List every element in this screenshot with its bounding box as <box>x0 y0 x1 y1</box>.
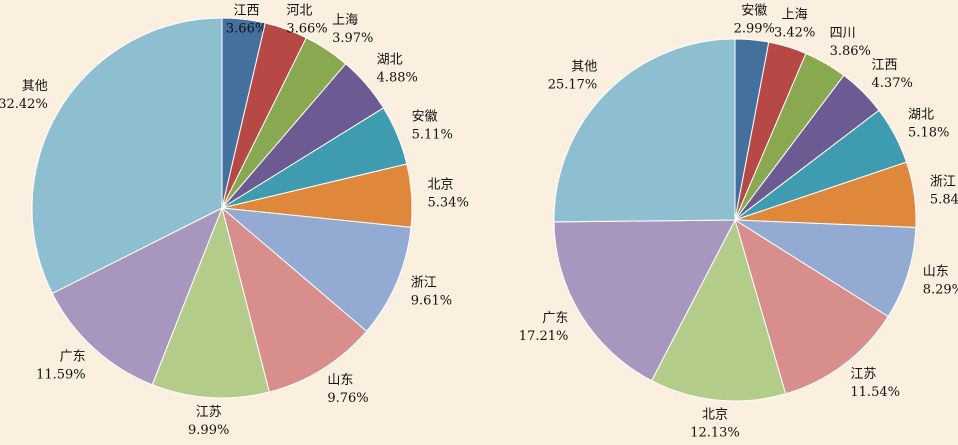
slice-label: 江西 <box>234 4 260 19</box>
slice-label: 安徽 <box>741 4 767 19</box>
slice-value-label: 3.86% <box>830 44 871 59</box>
slice-value-label: 4.88% <box>377 70 418 85</box>
pie-slice <box>31 17 223 295</box>
slice-value-label: 11.59% <box>36 367 86 382</box>
slice-value-label: 9.76% <box>327 391 368 406</box>
slice-label: 江苏 <box>196 404 222 420</box>
slice-value-label: 4.37% <box>872 76 913 91</box>
slice-label: 安徽 <box>412 109 438 124</box>
slice-value-label: 5.84% <box>930 192 958 207</box>
slice-label: 北京 <box>702 408 728 423</box>
pie-slice <box>220 207 412 332</box>
slice-label: 四川 <box>830 26 856 41</box>
slice-label: 北京 <box>428 177 454 192</box>
pie-slice <box>733 219 917 318</box>
slice-label: 其他 <box>22 79 48 94</box>
slice-label: 湖北 <box>377 52 403 67</box>
slice-value-label: 12.13% <box>690 426 740 441</box>
slice-value-label: 11.54% <box>850 385 900 400</box>
slice-label: 江西 <box>872 58 898 73</box>
slice-label: 山东 <box>923 264 949 279</box>
slice-label: 其他 <box>571 59 597 74</box>
pie-slice <box>650 218 787 402</box>
slice-label: 山东 <box>327 373 353 388</box>
slice-label: 浙江 <box>411 276 437 291</box>
slice-value-label: 5.11% <box>412 127 453 142</box>
slice-value-label: 5.18% <box>908 125 949 140</box>
slice-value-label: 5.34% <box>428 195 469 210</box>
slice-label: 上海 <box>332 13 358 28</box>
slice-label: 湖北 <box>908 107 934 122</box>
slice-value-label: 9.61% <box>411 294 452 309</box>
slice-value-label: 3.66% <box>286 22 327 37</box>
slice-value-label: 17.21% <box>519 329 569 344</box>
slice-value-label: 32.42% <box>0 97 48 112</box>
pie-slice <box>51 206 223 386</box>
slice-label: 广东 <box>60 349 86 364</box>
slice-value-label: 9.99% <box>188 423 229 438</box>
pie-slice <box>553 38 736 223</box>
pie-slice <box>151 206 270 399</box>
slice-label: 河北 <box>286 4 312 19</box>
pie-slice <box>553 219 736 382</box>
pie-slice <box>221 206 368 393</box>
slice-value-label: 3.66% <box>226 22 267 37</box>
slice-label: 江苏 <box>850 366 876 382</box>
slice-value-label: 3.42% <box>774 25 815 40</box>
slice-value-label: 8.29% <box>923 282 958 297</box>
slice-value-label: 3.97% <box>332 31 373 46</box>
slice-label: 广东 <box>542 311 568 326</box>
slice-value-label: 25.17% <box>548 77 598 92</box>
slice-label: 浙江 <box>930 174 956 189</box>
slice-label: 上海 <box>782 7 808 22</box>
slice-value-label: 2.99% <box>734 22 775 37</box>
